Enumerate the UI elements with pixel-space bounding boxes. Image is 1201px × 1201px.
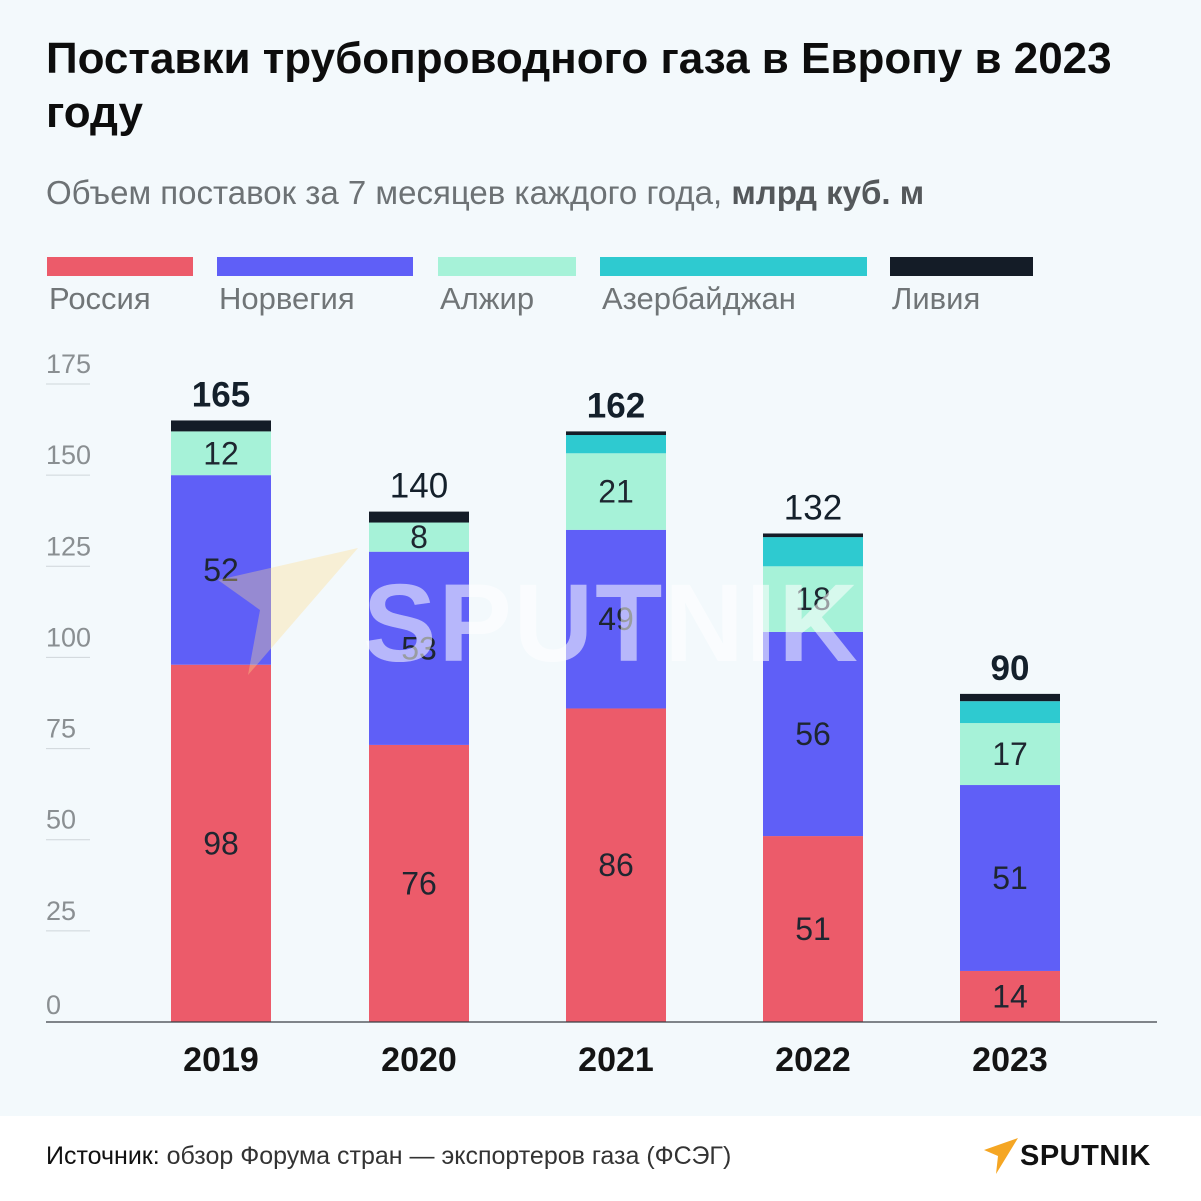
subtitle-unit: млрд куб. м	[731, 174, 925, 211]
total-label: 162	[587, 386, 645, 425]
segment-label: 51	[795, 911, 831, 947]
bar-segment	[763, 537, 863, 567]
source-note: Источник: обзор Форума стран — экспортер…	[46, 1142, 731, 1171]
x-tick-label: 2022	[775, 1041, 851, 1079]
subtitle-text: Объем поставок за 7 месяцев каждого года…	[46, 174, 732, 211]
sputnik-arrow-icon	[984, 1138, 1018, 1174]
y-tick-label: 0	[46, 990, 61, 1020]
legend-swatch-russia	[47, 257, 193, 276]
bar-segment	[763, 836, 863, 1022]
y-tick-label: 25	[46, 896, 76, 926]
bar-segment	[960, 723, 1060, 786]
source-label: Источник:	[46, 1142, 160, 1170]
bar-segment	[763, 566, 863, 632]
bar-segment	[960, 785, 1060, 971]
segment-label: 18	[795, 581, 831, 617]
bar-chart: 0 25 50 75 100 125 150 175 98 52 12 165 2019 76 53 8 140…	[46, 349, 1157, 1079]
chart-title: Поставки трубопроводного газа в Европу в…	[46, 34, 1112, 137]
x-tick-label: 2020	[381, 1041, 457, 1079]
segment-label: 49	[598, 601, 634, 637]
bar-segment	[566, 435, 666, 454]
y-tick-label: 100	[46, 622, 91, 652]
bar-segment	[566, 529, 666, 709]
bar-segment	[369, 522, 469, 552]
segment-label: 52	[203, 552, 239, 588]
total-label: 140	[390, 467, 448, 506]
bar-segment	[960, 693, 1060, 702]
y-tick-label: 150	[46, 440, 91, 470]
segment-label: 76	[401, 865, 437, 901]
watermark-text: SPUTNIK	[363, 562, 860, 685]
bar-segment	[369, 511, 469, 523]
y-tick-label: 50	[46, 805, 76, 835]
bar-segment	[171, 664, 271, 1022]
bar-segment	[763, 631, 863, 837]
bar-segment	[566, 431, 666, 436]
bar-segment	[566, 708, 666, 1022]
total-label: 132	[784, 488, 842, 527]
bar-segment	[171, 420, 271, 432]
bar-segment	[171, 431, 271, 476]
footer: Источник: обзор Форума стран — экспортер…	[0, 1116, 1201, 1201]
segment-label: 98	[203, 825, 239, 861]
bar-segment	[960, 970, 1060, 1022]
legend-label-norway: Норвегия	[219, 281, 355, 316]
legend-swatch-norway	[217, 257, 413, 276]
x-tick-label: 2023	[972, 1041, 1048, 1079]
bar-segment	[369, 551, 469, 745]
bar-segment	[960, 701, 1060, 724]
segment-label: 8	[410, 519, 428, 555]
segment-label: 51	[992, 860, 1028, 896]
bar-segment	[566, 453, 666, 530]
y-tick-label: 125	[46, 531, 91, 561]
segment-label: 17	[992, 736, 1028, 772]
x-tick-label: 2021	[578, 1041, 654, 1079]
total-label: 90	[991, 649, 1030, 688]
chart-subtitle: Объем поставок за 7 месяцев каждого года…	[46, 174, 924, 212]
legend-swatch-azerbaijan	[600, 257, 867, 276]
y-tick-label: 75	[46, 714, 76, 744]
segment-label: 53	[401, 630, 437, 666]
bar-segment	[369, 744, 469, 1022]
bar-segment	[763, 533, 863, 538]
legend-label-russia: Россия	[49, 281, 151, 316]
watermark-arrow-icon	[218, 548, 358, 675]
legend-swatch-algeria	[438, 257, 576, 276]
segment-label: 21	[598, 474, 634, 510]
segment-label: 56	[795, 716, 831, 752]
segment-label: 14	[992, 978, 1028, 1014]
x-tick-label: 2019	[183, 1041, 259, 1079]
legend-label-algeria: Алжир	[440, 281, 535, 316]
legend-swatch-libya	[890, 257, 1033, 276]
total-label: 165	[192, 375, 250, 414]
legend-label-libya: Ливия	[892, 281, 981, 316]
segment-label: 86	[598, 847, 634, 883]
segment-label: 12	[203, 435, 239, 471]
y-tick-label: 175	[46, 349, 91, 379]
sputnik-logo-text: SPUTNIK	[1020, 1140, 1151, 1172]
source-text: обзор Форума стран — экспортеров газа (Ф…	[159, 1142, 732, 1170]
legend-label-azerbaijan: Азербайджан	[602, 281, 796, 316]
bar-segment	[171, 475, 271, 665]
